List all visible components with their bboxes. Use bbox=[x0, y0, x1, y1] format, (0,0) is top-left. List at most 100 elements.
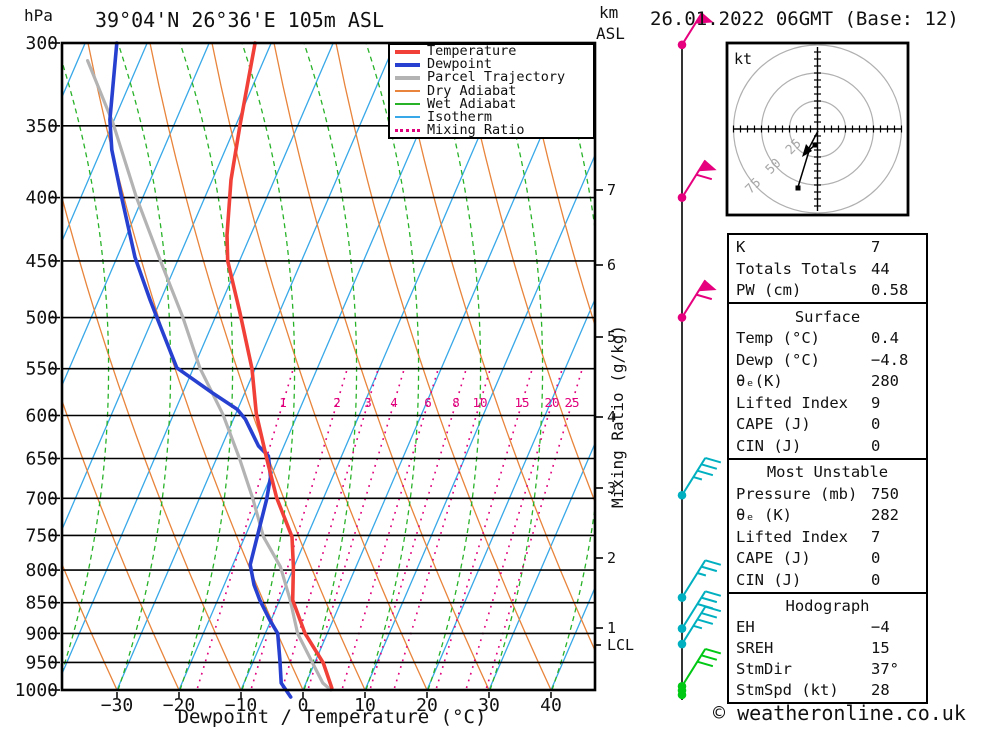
altitude-tick-label: 4 bbox=[607, 408, 616, 426]
table-row-label: Temp (°C) bbox=[736, 329, 820, 347]
temperature-curve bbox=[225, 41, 334, 690]
pressure-tick-label: 500 bbox=[25, 308, 58, 329]
dry-adiabat-line bbox=[62, 562, 118, 690]
temp-tick-label: −10 bbox=[225, 695, 258, 716]
mixing-ratio-label: 3 bbox=[364, 395, 372, 410]
pressure-tick-label: 350 bbox=[25, 116, 58, 137]
table-row-value: 44 bbox=[871, 259, 890, 278]
table-row-value: −4.8 bbox=[871, 350, 909, 369]
altitude-tick-label: 1 bbox=[607, 619, 616, 637]
legend-item: Temperature bbox=[395, 44, 593, 58]
altitude-tick-label: 2 bbox=[607, 549, 616, 567]
table-row: StmSpd (kt) 28 bbox=[729, 681, 926, 699]
isotherm-line bbox=[116, 43, 396, 690]
table-row-label: CAPE (J) bbox=[736, 415, 811, 433]
wet-adiabat-line bbox=[303, 43, 358, 690]
dry-adiabat-line bbox=[62, 398, 180, 690]
wet-adiabat-line bbox=[241, 43, 296, 690]
table-row-label: Pressure (mb) bbox=[736, 484, 858, 503]
table-row: θₑ (K) 282 bbox=[729, 506, 926, 524]
table-row-label: Totals Totals bbox=[736, 259, 858, 278]
table-row-label: Dewp (°C) bbox=[736, 350, 820, 369]
legend-label: Mixing Ratio bbox=[427, 121, 525, 138]
table-row: θₑ(K) 280 bbox=[729, 372, 926, 390]
hodograph-trace bbox=[797, 150, 810, 188]
table-row: Lifted Index 7 bbox=[729, 528, 926, 546]
table-row: EH −4 bbox=[729, 618, 926, 636]
isotherm-line bbox=[62, 43, 334, 676]
pressure-tick-label: 550 bbox=[25, 359, 58, 380]
table-row: CIN (J) 0 bbox=[729, 437, 926, 455]
dry-adiabat-line bbox=[211, 43, 428, 690]
hodograph-trace-dot bbox=[812, 142, 818, 148]
table-header: Hodograph bbox=[785, 597, 870, 615]
table-row-value: 0.4 bbox=[871, 329, 899, 347]
wet-adiabat-line bbox=[551, 43, 595, 690]
right-axis-label: Mixing Ratio (g/kg) bbox=[608, 325, 627, 508]
stats-table-most-unstable: Most Unstable Pressure (mb) 750 θₑ (K) 282 Li… bbox=[727, 458, 928, 594]
table-row-value: 9 bbox=[871, 393, 881, 412]
table-row: StmDir 37° bbox=[729, 660, 926, 678]
table-row-value: 282 bbox=[871, 506, 899, 525]
mixing-ratio-label: 15 bbox=[514, 395, 529, 410]
wind-barb bbox=[677, 647, 722, 700]
table-row: Pressure (mb) 750 bbox=[729, 485, 926, 503]
table-row-label: SREH bbox=[736, 639, 774, 657]
isotherm-line bbox=[178, 43, 458, 690]
legend-item: Dewpoint bbox=[395, 58, 593, 71]
table-row: Temp (°C) 0.4 bbox=[729, 329, 926, 347]
mixing-ratio-label: 4 bbox=[390, 395, 398, 410]
dry-adiabat-line bbox=[273, 43, 490, 690]
altitude-unit-km: km bbox=[599, 3, 618, 22]
sounding-curves bbox=[85, 41, 334, 699]
table-header: Surface bbox=[794, 307, 861, 326]
pressure-tick-label: 950 bbox=[25, 652, 58, 673]
table-row: Lifted Index 9 bbox=[729, 394, 926, 412]
table-row-value: 7 bbox=[871, 527, 881, 546]
pressure-tick-label: 450 bbox=[25, 251, 58, 272]
table-row-label: StmDir bbox=[736, 660, 792, 678]
table-row-value: 28 bbox=[871, 681, 890, 699]
legend-label: Dry Adiabat bbox=[427, 82, 517, 99]
wind-barb bbox=[677, 12, 714, 50]
pressure-tick-label: 750 bbox=[25, 525, 58, 546]
altitude-tick-label: 7 bbox=[607, 181, 616, 199]
table-row-label: CIN (J) bbox=[736, 570, 802, 589]
table-row-label: θₑ(K) bbox=[736, 372, 783, 390]
table-row: SREH 15 bbox=[729, 639, 926, 657]
table-row-label: StmSpd (kt) bbox=[736, 681, 839, 699]
wet-adiabat-line bbox=[62, 59, 110, 674]
table-row-value: 0 bbox=[871, 549, 881, 568]
table-row-value: 37° bbox=[871, 660, 899, 678]
legend-item: Isotherm bbox=[395, 110, 593, 124]
stats-tables: K 7 Totals Totals 44 PW (cm) 0.58 Surface Temp … bbox=[727, 233, 928, 704]
temp-tick-label: −30 bbox=[101, 695, 134, 716]
mixing-ratio-label: 2 bbox=[333, 395, 341, 410]
table-row: Totals Totals 44 bbox=[729, 260, 926, 278]
legend-item: Wet Adiabat bbox=[395, 97, 593, 111]
legend-swatch-wet-adiabat bbox=[395, 103, 420, 106]
table-row-value: 280 bbox=[871, 372, 899, 390]
mixing-ratio-label: 8 bbox=[452, 395, 460, 410]
isotherm-line bbox=[62, 43, 210, 387]
date-header: 26.01.2022 06GMT (Base: 12) bbox=[650, 8, 959, 30]
pressure-tick-label: 650 bbox=[25, 449, 58, 470]
pressure-tick-label: 700 bbox=[25, 488, 58, 509]
hodograph-trace-dot bbox=[795, 185, 801, 191]
pressure-tick-label: 1000 bbox=[15, 680, 58, 701]
table-row: CAPE (J) 0 bbox=[729, 415, 926, 433]
table-row-value: −4 bbox=[871, 618, 890, 636]
legend-swatch-mixing-ratio bbox=[395, 128, 420, 132]
dry-adiabat-line bbox=[87, 43, 304, 690]
isotherm-line bbox=[488, 441, 595, 690]
mixing-ratio-label: 1 bbox=[279, 395, 287, 410]
isotherm-line bbox=[62, 43, 148, 243]
wet-adiabat-line bbox=[117, 43, 172, 690]
stats-table: K 7 Totals Totals 44 PW (cm) 0.58 bbox=[727, 233, 928, 304]
mixing-ratio-label: 25 bbox=[564, 395, 579, 410]
table-row-value: 7 bbox=[871, 238, 881, 257]
parcel-trajectory-curve bbox=[85, 58, 333, 692]
wind-barb-column bbox=[677, 12, 722, 700]
legend-swatch-isotherm bbox=[395, 116, 420, 119]
